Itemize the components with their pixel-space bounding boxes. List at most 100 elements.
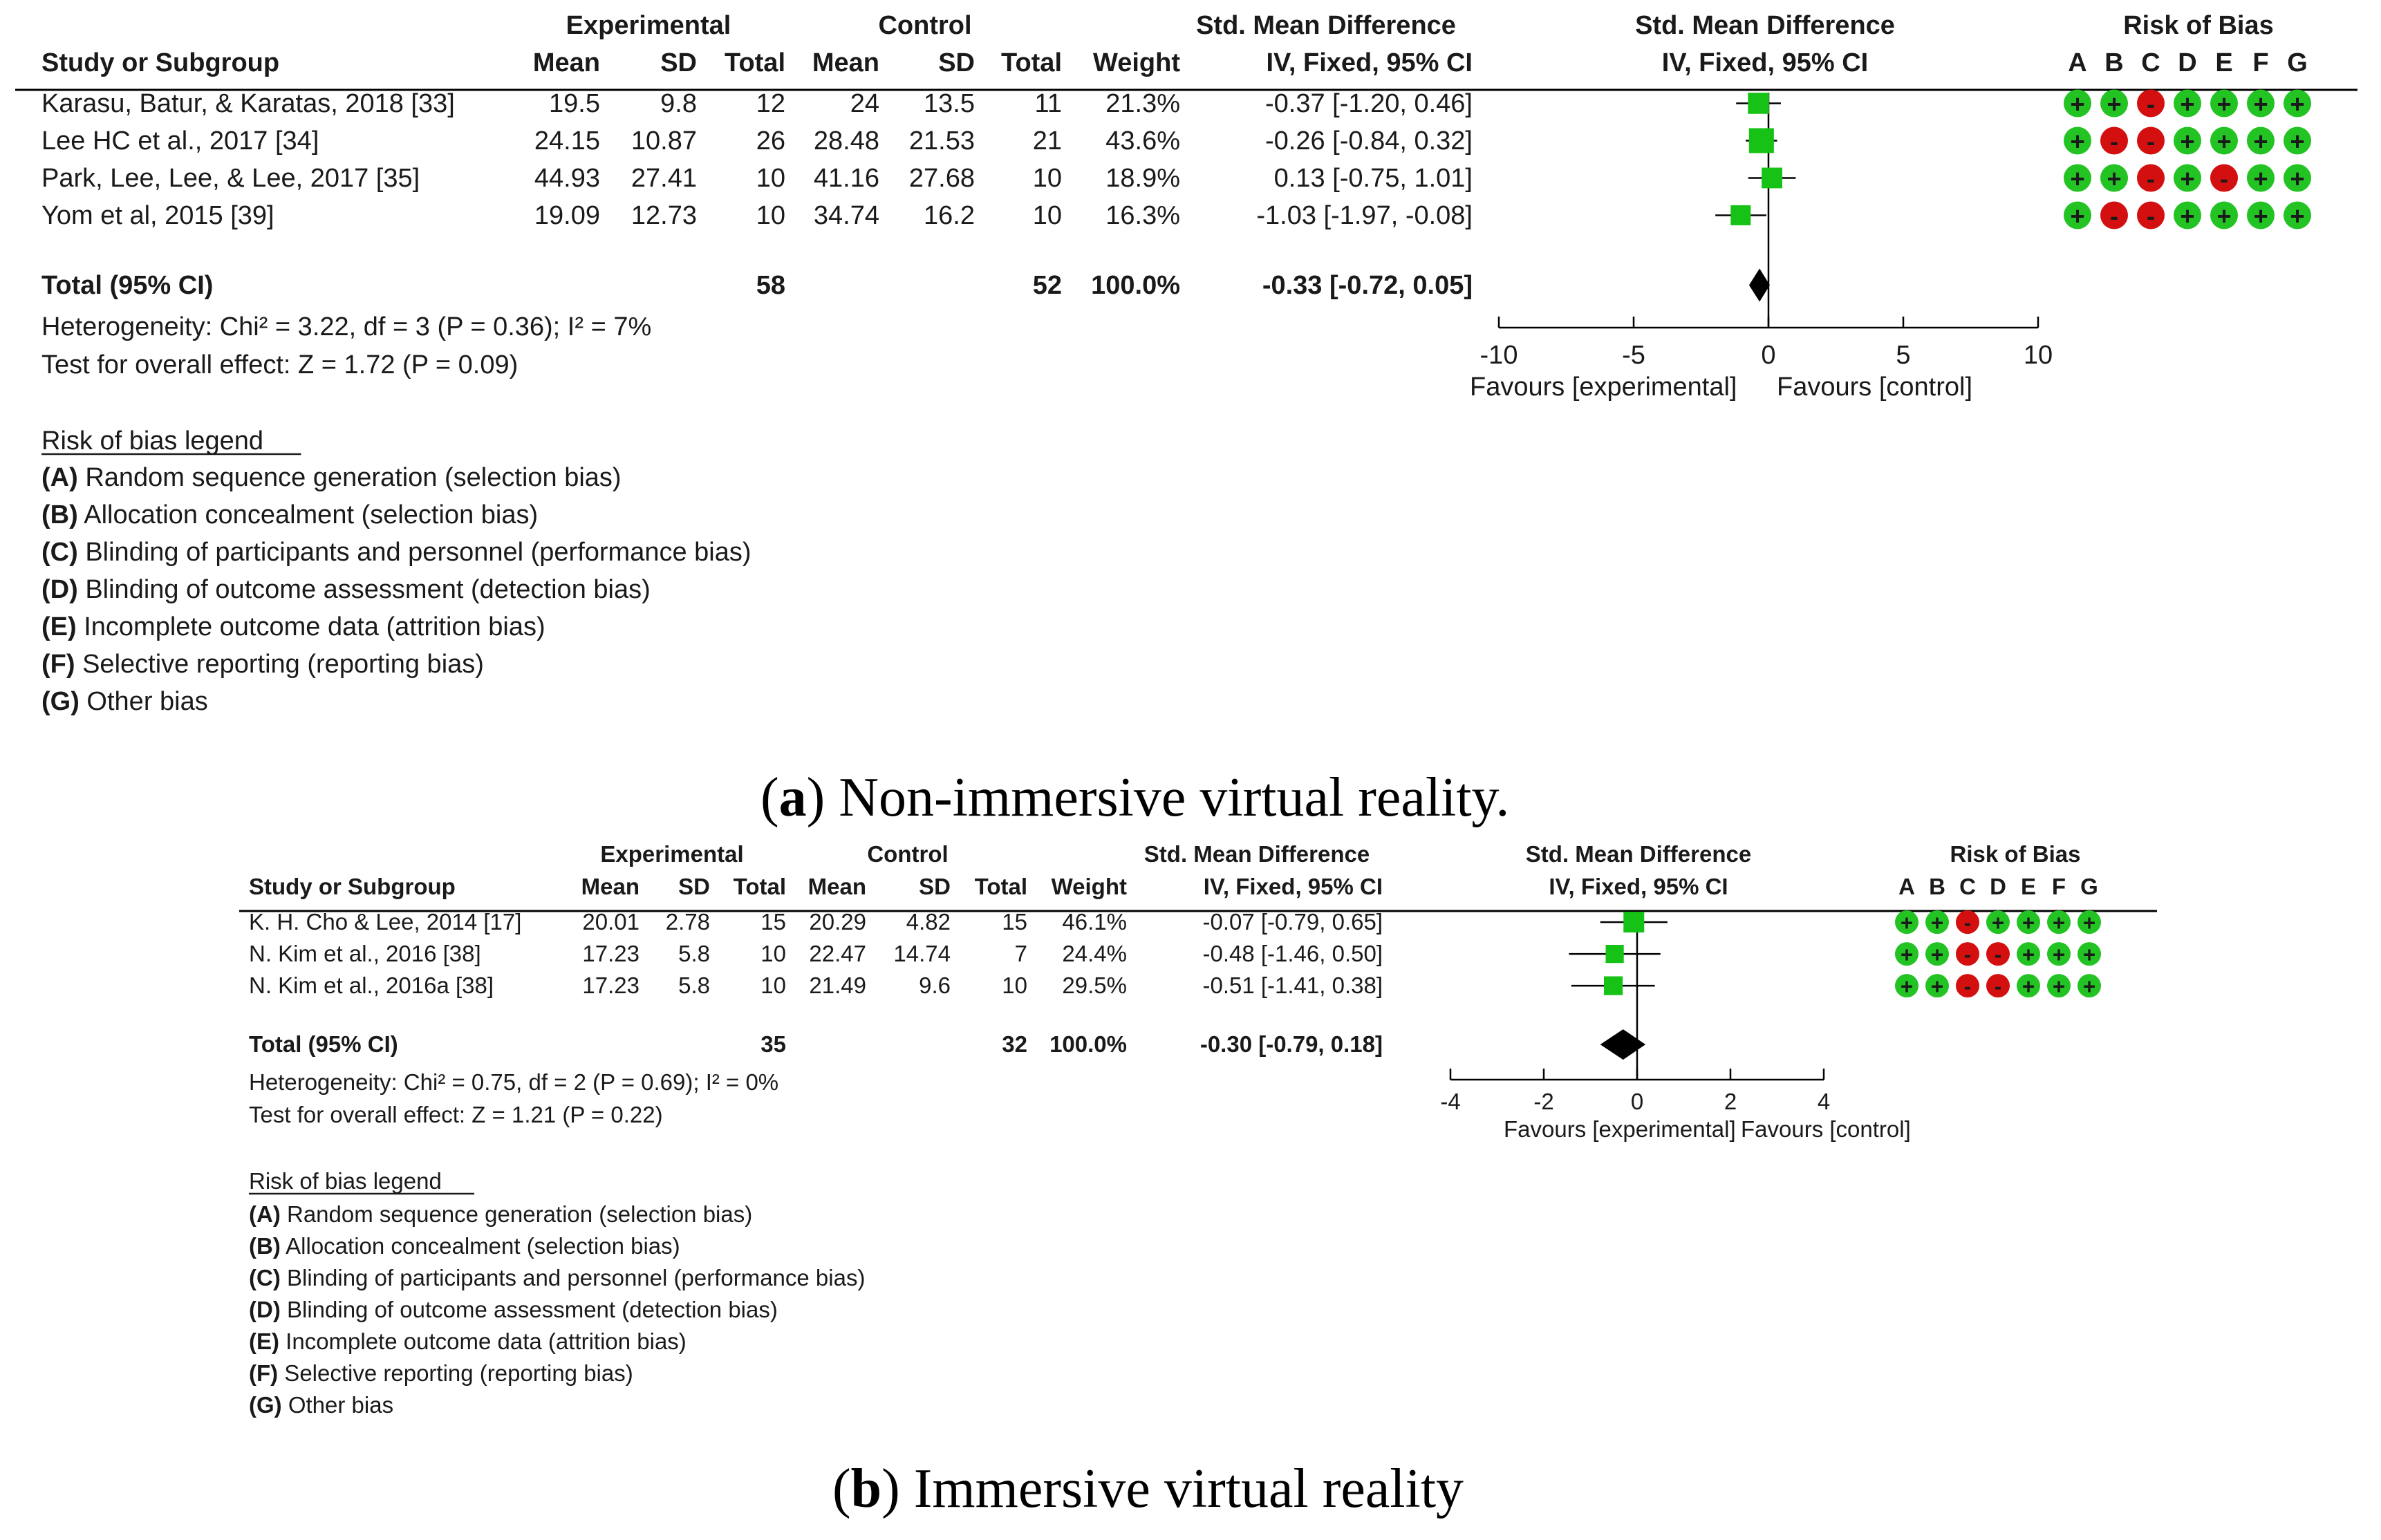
legend-key: (F) [41,650,75,679]
x-tick-label: 5 [1896,341,1910,370]
summary-diamond [1600,1029,1646,1060]
header-exp-sd: SD [678,874,710,899]
bias-symbol: + [2290,127,2304,156]
exp-total: 12 [756,89,785,118]
ctl-total: 7 [1015,941,1027,966]
legend-key: (F) [249,1360,278,1386]
ctl-mean: 34.74 [814,201,879,230]
low-risk-dot [1925,910,1949,935]
low-risk-dot [1895,974,1918,998]
exp-sd: 27.41 [631,164,697,193]
bias-symbol: + [2053,911,2065,935]
bias-domain-letter: D [1990,874,2006,899]
bias-symbol: + [2070,202,2084,230]
low-risk-dot [2047,942,2071,966]
bias-symbol: + [1901,975,1913,999]
header-smd-plot-method: IV, Fixed, 95% CI [1662,48,1869,77]
total-exp: 35 [760,1031,786,1057]
header-ctl-sd: SD [938,48,975,77]
legend-text: Random sequence generation (selection bi… [281,1201,752,1227]
x-tick-label: -4 [1440,1089,1460,1114]
legend-item: (G) Other bias [249,1392,393,1418]
low-risk-dot [2064,164,2091,192]
header-weight: Weight [1093,48,1180,77]
bias-symbol: + [2253,127,2268,156]
header-ctl-mean: Mean [808,874,866,899]
favours-control: Favours [control] [1777,373,1972,402]
legend-key: (B) [249,1233,281,1259]
high-risk-dot [2137,126,2165,155]
study-ci: -0.48 [-1.46, 0.50] [1202,941,1383,966]
low-risk-dot [2017,942,2040,966]
low-risk-dot [2100,89,2128,118]
ctl-total: 21 [1033,126,1062,156]
high-risk-dot [2137,201,2165,229]
favours-experimental: Favours [experimental] [1470,373,1737,402]
overall-effect-text: Test for overall effect: Z = 1.72 (P = 0… [41,350,518,379]
legend-text: Random sequence generation (selection bi… [78,463,622,492]
exp-mean: 44.93 [534,164,600,193]
header-exp-total: Total [734,874,786,899]
exp-sd: 2.78 [666,909,710,935]
ctl-sd: 13.5 [924,89,975,118]
low-risk-dot [2017,910,2040,935]
ctl-mean: 21.49 [809,973,866,998]
exp-mean: 24.15 [534,126,600,156]
study-name: N. Kim et al., 2016a [38] [249,973,494,998]
effect-square [1603,976,1623,995]
low-risk-dot [2284,201,2311,229]
header-smd-table: Std. Mean Difference [1196,11,1456,40]
ctl-mean: 20.29 [809,909,866,935]
bias-symbol: + [2070,127,2084,156]
bias-symbol: + [2290,165,2304,193]
header-study: Study or Subgroup [249,874,456,899]
legend-key: (B) [41,500,78,529]
bias-domain-letter: B [2104,48,2123,77]
bias-symbol: + [1992,911,2004,935]
study-ci: -0.37 [-1.20, 0.46] [1265,89,1473,118]
ctl-sd: 16.2 [924,201,975,230]
legend-key: (D) [41,575,78,604]
legend-item: (A) Random sequence generation (selectio… [249,1201,752,1227]
low-risk-dot [1986,910,2010,935]
header-experimental: Experimental [600,841,743,867]
total-ci: -0.30 [-0.79, 0.18] [1200,1031,1383,1057]
total-weight: 100.0% [1049,1031,1127,1057]
bias-symbol: + [1901,943,1913,967]
exp-total: 10 [760,941,786,966]
legend-key: (C) [41,538,78,567]
bias-symbol: - [1995,975,2001,999]
x-tick-label: 4 [1818,1089,1830,1114]
exp-total: 26 [756,126,785,156]
exp-sd: 9.8 [660,89,697,118]
bias-symbol: + [2022,911,2035,935]
bias-domain-letter: F [2052,874,2066,899]
bias-domain-letter: A [2068,48,2086,77]
x-tick-label: 0 [1631,1089,1643,1114]
bias-symbol: + [2083,975,2095,999]
caption-text: ) Non-immersive virtual reality. [807,767,1510,828]
legend-item: (B) Allocation concealment (selection bi… [41,500,538,529]
ctl-mean: 24 [850,89,879,118]
study-weight: 29.5% [1062,973,1127,998]
exp-total: 10 [756,201,785,230]
low-risk-dot [2174,164,2201,192]
high-risk-dot [2137,164,2165,192]
legend-item: (C) Blinding of participants and personn… [249,1265,865,1290]
bias-symbol: - [1964,943,1971,967]
bias-symbol: + [2053,975,2065,999]
low-risk-dot [2284,164,2311,192]
header-exp-sd: SD [660,48,697,77]
low-risk-dot [2100,164,2128,192]
ctl-total: 10 [1002,973,1027,998]
x-tick-label: 10 [2024,341,2053,370]
legend-text: Selective reporting (reporting bias) [75,650,484,679]
header-ctl-sd: SD [919,874,951,899]
bias-symbol: - [2147,165,2155,193]
legend-key: (A) [41,463,78,492]
bias-domain-letter: E [2215,48,2232,77]
study-name: Yom et al, 2015 [39] [41,201,274,230]
ctl-total: 11 [1035,89,1062,118]
ctl-mean: 41.16 [814,164,879,193]
ctl-total: 10 [1033,164,1062,193]
